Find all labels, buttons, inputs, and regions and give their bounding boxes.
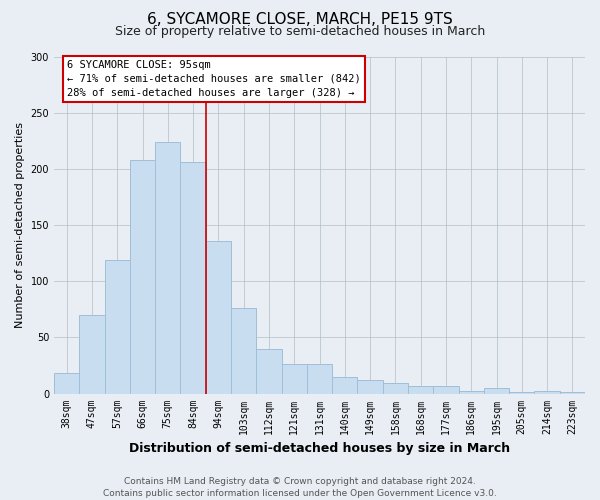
Bar xyxy=(383,384,408,394)
Bar xyxy=(433,386,458,394)
Text: Size of property relative to semi-detached houses in March: Size of property relative to semi-detach… xyxy=(115,25,485,38)
Text: 6, SYCAMORE CLOSE, MARCH, PE15 9TS: 6, SYCAMORE CLOSE, MARCH, PE15 9TS xyxy=(147,12,453,28)
Bar xyxy=(484,388,509,394)
Bar xyxy=(256,348,281,394)
Bar xyxy=(130,160,155,394)
X-axis label: Distribution of semi-detached houses by size in March: Distribution of semi-detached houses by … xyxy=(129,442,510,455)
Bar xyxy=(509,392,535,394)
Bar xyxy=(104,260,130,394)
Text: 6 SYCAMORE CLOSE: 95sqm
← 71% of semi-detached houses are smaller (842)
28% of s: 6 SYCAMORE CLOSE: 95sqm ← 71% of semi-de… xyxy=(67,60,361,98)
Text: Contains HM Land Registry data © Crown copyright and database right 2024.
Contai: Contains HM Land Registry data © Crown c… xyxy=(103,476,497,498)
Bar xyxy=(458,392,484,394)
Bar xyxy=(535,392,560,394)
Bar xyxy=(181,162,206,394)
Bar xyxy=(155,142,181,394)
Bar xyxy=(332,376,358,394)
Bar xyxy=(54,374,79,394)
Bar xyxy=(206,241,231,394)
Bar xyxy=(79,315,104,394)
Bar xyxy=(231,308,256,394)
Bar xyxy=(408,386,433,394)
Bar xyxy=(560,392,585,394)
Bar xyxy=(307,364,332,394)
Bar xyxy=(358,380,383,394)
Bar xyxy=(281,364,307,394)
Y-axis label: Number of semi-detached properties: Number of semi-detached properties xyxy=(15,122,25,328)
